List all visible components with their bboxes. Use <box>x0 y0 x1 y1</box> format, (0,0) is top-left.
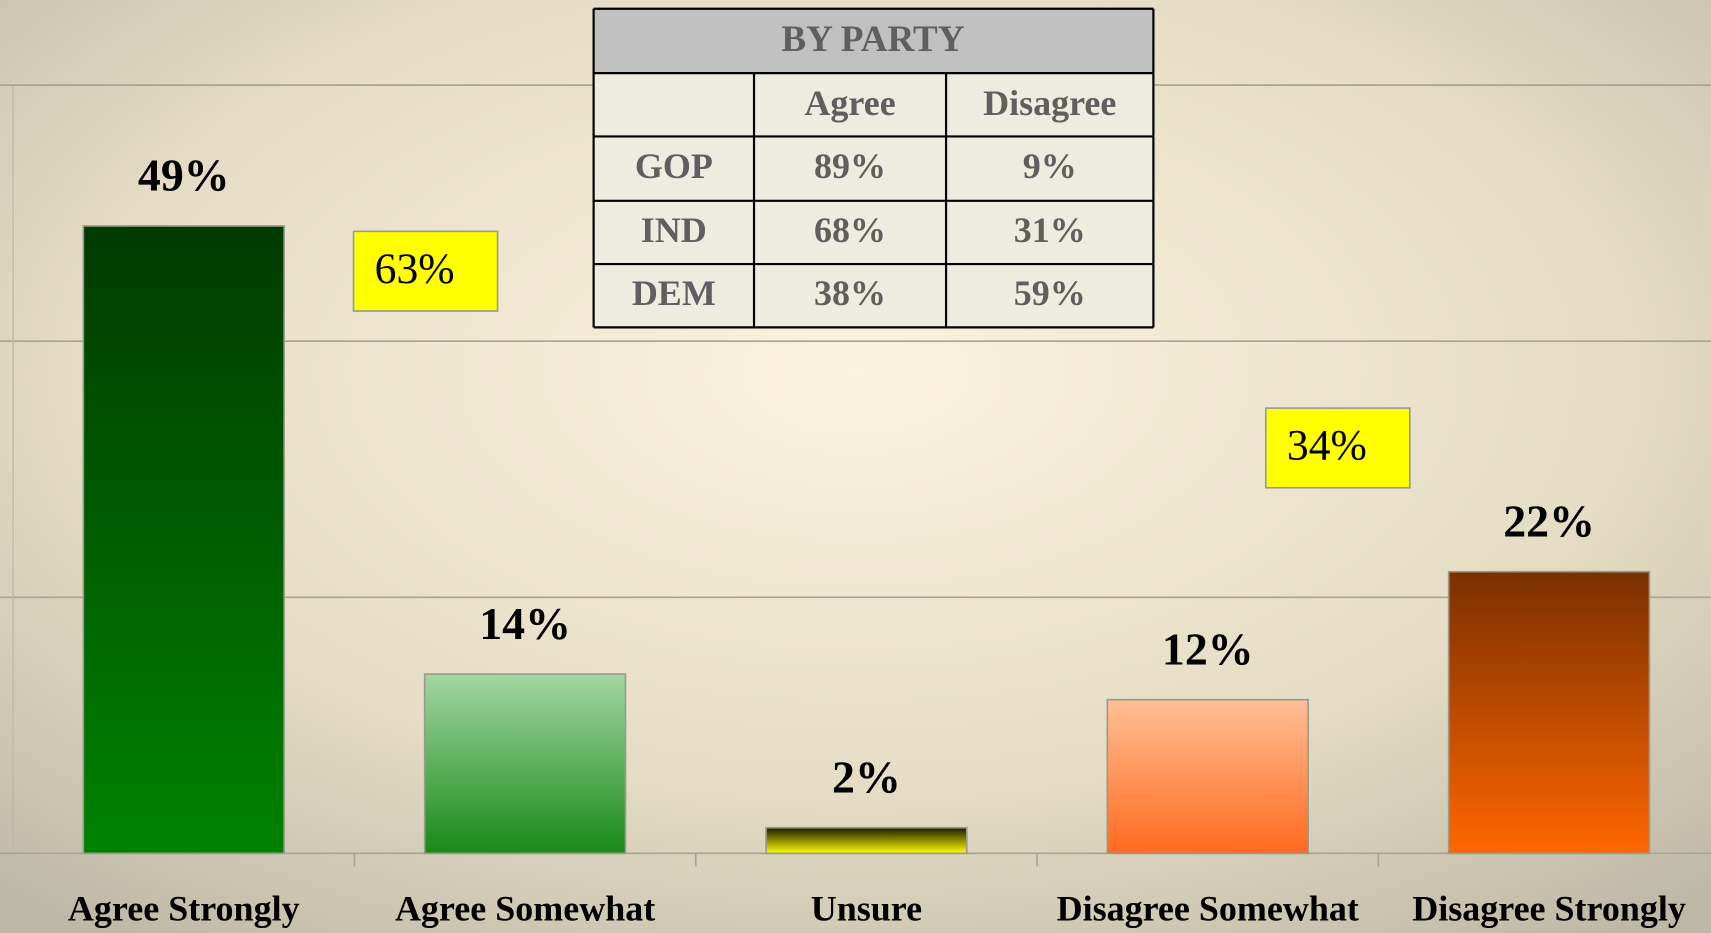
x-tick-label: Agree Somewhat <box>395 889 655 929</box>
bar <box>82 225 285 855</box>
x-tick-label: Agree Strongly <box>68 889 300 929</box>
bar <box>765 826 968 855</box>
table-cell: 89% <box>814 146 886 186</box>
annotation-box <box>352 230 499 312</box>
x-tick-label: Unsure <box>811 889 922 929</box>
table-cell: 38% <box>814 273 886 313</box>
data-label: 49% <box>138 150 230 201</box>
row-label: IND <box>641 210 707 250</box>
data-label: 12% <box>1162 623 1254 674</box>
x-tick-label: Disagree Somewhat <box>1057 889 1359 929</box>
bar <box>423 673 627 855</box>
column-header: Disagree <box>983 83 1116 123</box>
annotation: 34% <box>1287 422 1367 470</box>
table-header <box>593 8 1154 74</box>
bar <box>1447 570 1651 855</box>
row-label: DEM <box>632 273 716 313</box>
x-tick-label: Disagree Strongly <box>1412 889 1686 929</box>
data-label: 14% <box>479 598 571 649</box>
column-header: Agree <box>804 83 895 123</box>
annotation-box <box>1264 407 1411 489</box>
table-cell: 9% <box>1023 146 1077 186</box>
data-label: 22% <box>1503 495 1595 546</box>
annotation: 63% <box>375 245 455 293</box>
row-label: GOP <box>635 146 713 186</box>
bar <box>1106 698 1309 855</box>
table-cell: 59% <box>1014 273 1086 313</box>
data-label: 2% <box>832 751 901 802</box>
table-cell: 31% <box>1014 210 1086 250</box>
table-cell: 68% <box>814 210 886 250</box>
table-title: BY PARTY <box>781 19 964 60</box>
